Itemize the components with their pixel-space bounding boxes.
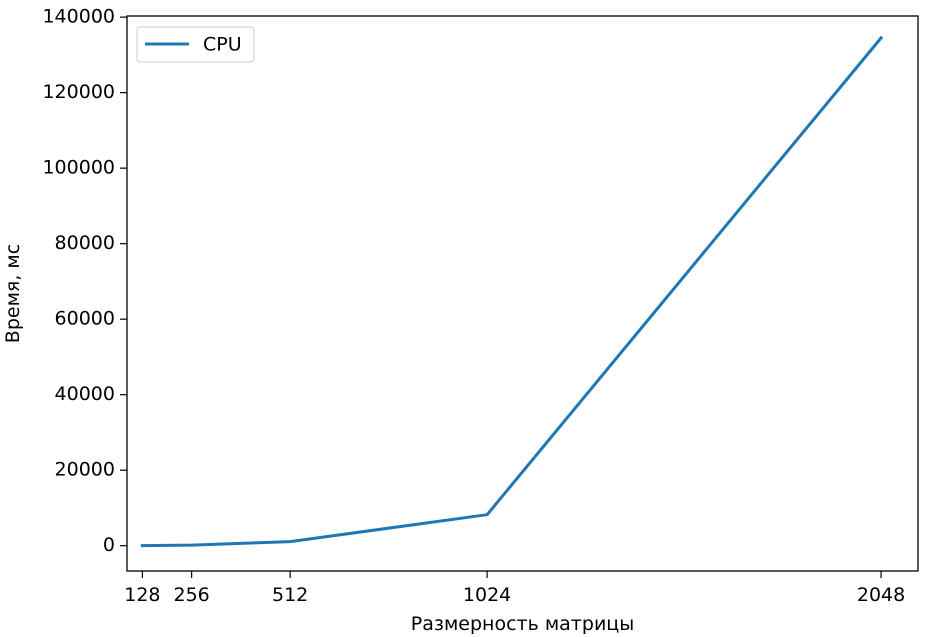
series-layer <box>140 35 884 548</box>
y-tick-label: 20000 <box>55 459 115 481</box>
y-tick-label: 40000 <box>55 383 115 405</box>
legend-label-cpu: CPU <box>203 34 242 56</box>
x-tick-label: 256 <box>174 584 210 606</box>
x-tick-label: 1024 <box>463 584 511 606</box>
x-axis-label: Размерность матрицы <box>411 613 634 635</box>
plot-frame <box>126 15 919 572</box>
x-tick-label: 512 <box>272 584 308 606</box>
y-tick-label: 100000 <box>42 157 115 179</box>
series-line-cpu <box>140 35 884 548</box>
legend-box <box>136 26 255 63</box>
y-tick-label: 60000 <box>55 308 115 330</box>
legend: CPU <box>136 26 255 63</box>
y-tick-label: 140000 <box>42 6 115 28</box>
y-axis-ticks: 0 20000 40000 60000 80000 100000 120000 140000 <box>42 6 127 556</box>
y-tick-label: 120000 <box>42 81 115 103</box>
x-axis-ticks: 128 256 512 1024 2048 <box>124 571 905 606</box>
y-tick-label: 80000 <box>55 232 115 254</box>
y-tick-label: 0 <box>103 534 115 556</box>
x-tick-label: 128 <box>124 584 160 606</box>
x-tick-label: 2048 <box>857 584 905 606</box>
y-axis-label: Время, мс <box>2 244 24 343</box>
